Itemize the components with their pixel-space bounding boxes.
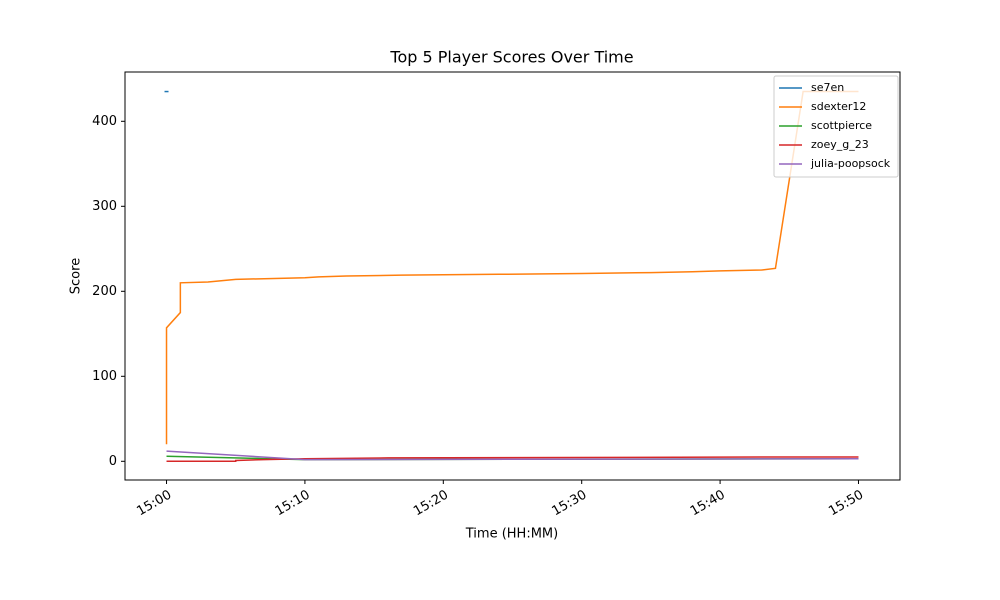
legend-label: se7en (811, 81, 844, 94)
x-tick-label: 15:10 (273, 488, 313, 520)
series-line (166, 456, 859, 463)
plot-area (124, 71, 901, 481)
legend-box (773, 75, 899, 178)
legend-label: scottpierce (811, 119, 872, 132)
y-tick-label: 100 (92, 369, 117, 384)
chart-title: Top 5 Player Scores Over Time (389, 48, 633, 67)
y-tick-label: 0 (109, 454, 117, 469)
x-tick-label: 15:40 (688, 488, 728, 520)
series-line (165, 90, 859, 445)
y-axis-label: Score (69, 258, 84, 294)
x-tick-label: 15:20 (411, 488, 451, 520)
y-tick-label: 200 (92, 284, 117, 299)
x-tick-label: 15:00 (134, 488, 174, 520)
series-line (166, 450, 859, 461)
legend-label: sdexter12 (811, 100, 866, 113)
y-tick-label: 300 (92, 199, 117, 214)
y-tick-label: 400 (92, 114, 117, 129)
x-axis-label: Time (HH:MM) (465, 527, 558, 542)
legend-label: zoey_g_23 (811, 138, 869, 151)
x-tick-label: 15:50 (826, 488, 866, 520)
legend-label: julia-poopsock (810, 157, 891, 170)
x-tick-label: 15:30 (549, 488, 589, 520)
